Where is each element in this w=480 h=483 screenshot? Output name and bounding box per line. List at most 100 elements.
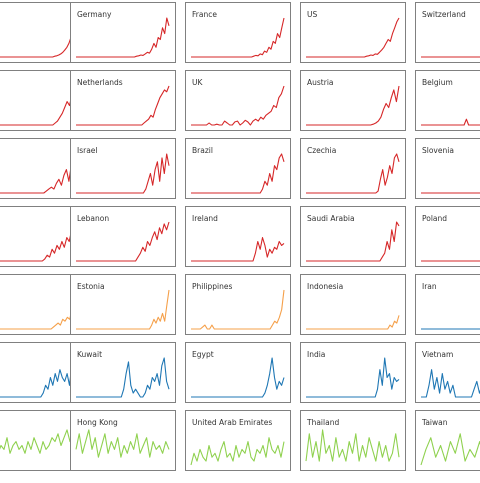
panel-34: Taiwan: [415, 410, 480, 471]
panel-frame: [415, 206, 480, 267]
panel-frame: [300, 410, 406, 471]
series-line: [191, 289, 285, 330]
panel-31: Hong Kong: [70, 410, 176, 471]
panel-16: Lebanon: [70, 206, 176, 267]
panel-title: Israel: [77, 146, 98, 155]
panel-18: Saudi Arabia: [300, 206, 406, 267]
panel-title: Thailand: [306, 418, 339, 427]
series-line: [191, 357, 285, 398]
panel-2: France: [185, 2, 291, 63]
panel-title: Vietnam: [422, 350, 453, 359]
panel-12: Brazil: [185, 138, 291, 199]
series-line: [0, 289, 80, 330]
series-line: [0, 221, 80, 262]
panel-title: Germany: [77, 10, 112, 19]
panel-frame: [185, 342, 291, 403]
panel-frame: [300, 274, 406, 335]
panel-27: Egypt: [185, 342, 291, 403]
series-line: [191, 237, 285, 262]
panel-24: Iran: [415, 274, 480, 335]
panel-title: Hong Kong: [77, 418, 118, 427]
series-line: [0, 425, 80, 454]
panel-8: Austria: [300, 70, 406, 131]
series-line: [306, 153, 400, 194]
panel-33: Thailand: [300, 410, 406, 471]
series-line: [305, 429, 400, 462]
panel-frame: [185, 138, 291, 199]
series-line: [191, 85, 285, 126]
panel-frame: [415, 2, 480, 63]
panel-13: Czechia: [300, 138, 406, 199]
panel-title: Belgium: [422, 78, 453, 87]
panel-frame: [415, 274, 480, 335]
panel-frame: [300, 342, 406, 403]
panel-title: France: [192, 10, 217, 19]
series-line: [191, 17, 285, 58]
panel-11: Israel: [70, 138, 176, 199]
panel-frame: [300, 138, 406, 199]
series-line: [306, 85, 400, 126]
panel-title: US: [307, 10, 317, 19]
series-line: [76, 153, 170, 194]
panel-29: Vietnam: [415, 342, 480, 403]
panel-frame: [70, 2, 176, 63]
series-line: [75, 429, 170, 458]
panel-title: Austria: [307, 78, 334, 87]
series-line: [76, 289, 170, 330]
panel-title: Ireland: [192, 214, 218, 223]
panel-1: Germany: [70, 2, 176, 63]
panel-19: Poland: [415, 206, 480, 267]
panel-frame: [300, 2, 406, 63]
series-line: [0, 85, 80, 126]
panel-title: Iran: [422, 282, 437, 291]
panel-title: Poland: [422, 214, 447, 223]
panel-title: Indonesia: [307, 282, 343, 291]
series-line: [421, 118, 480, 126]
series-line: [76, 17, 170, 58]
series-line: [306, 221, 400, 262]
panel-title: Estonia: [77, 282, 105, 291]
panel-frame: [70, 274, 176, 335]
panel-frame: [185, 2, 291, 63]
panel-21: Estonia: [70, 274, 176, 335]
panel-title: Lebanon: [77, 214, 109, 223]
panel-title: Slovenia: [422, 146, 454, 155]
panel-14: Slovenia: [415, 138, 480, 199]
panel-title: Netherlands: [77, 78, 123, 87]
series-line: [0, 17, 80, 58]
series-line: [421, 328, 480, 330]
series-line: [306, 17, 400, 58]
panel-7: UK: [185, 70, 291, 131]
series-line: [76, 85, 170, 126]
series-line: [306, 357, 400, 398]
panel-title: Kuwait: [77, 350, 102, 359]
series-line: [190, 437, 285, 466]
series-line: [0, 357, 80, 398]
series-line: [191, 153, 285, 194]
panel-26: Kuwait: [70, 342, 176, 403]
panel-title: Taiwan: [421, 418, 448, 427]
panel-28: India: [300, 342, 406, 403]
series-line: [421, 369, 480, 398]
panel-title: Philippines: [192, 282, 233, 291]
panel-4: Switzerland: [415, 2, 480, 63]
panel-title: Egypt: [192, 350, 214, 359]
panel-frame: [415, 342, 480, 403]
panel-frame: [185, 410, 291, 471]
series-line: [76, 221, 170, 262]
panel-frame: [415, 138, 480, 199]
panel-23: Indonesia: [300, 274, 406, 335]
panel-title: United Arab Emirates: [192, 418, 272, 427]
panel-title: Brazil: [192, 146, 213, 155]
series-line: [0, 153, 80, 194]
panel-frame: [415, 410, 480, 471]
panel-9: Belgium: [415, 70, 480, 131]
panel-frame: [70, 410, 176, 471]
panel-17: Ireland: [185, 206, 291, 267]
panel-title: UK: [192, 78, 203, 87]
panel-title: Czechia: [307, 146, 336, 155]
panel-frame: [300, 70, 406, 131]
panel-6: Netherlands: [70, 70, 176, 131]
panel-title: Saudi Arabia: [307, 214, 355, 223]
